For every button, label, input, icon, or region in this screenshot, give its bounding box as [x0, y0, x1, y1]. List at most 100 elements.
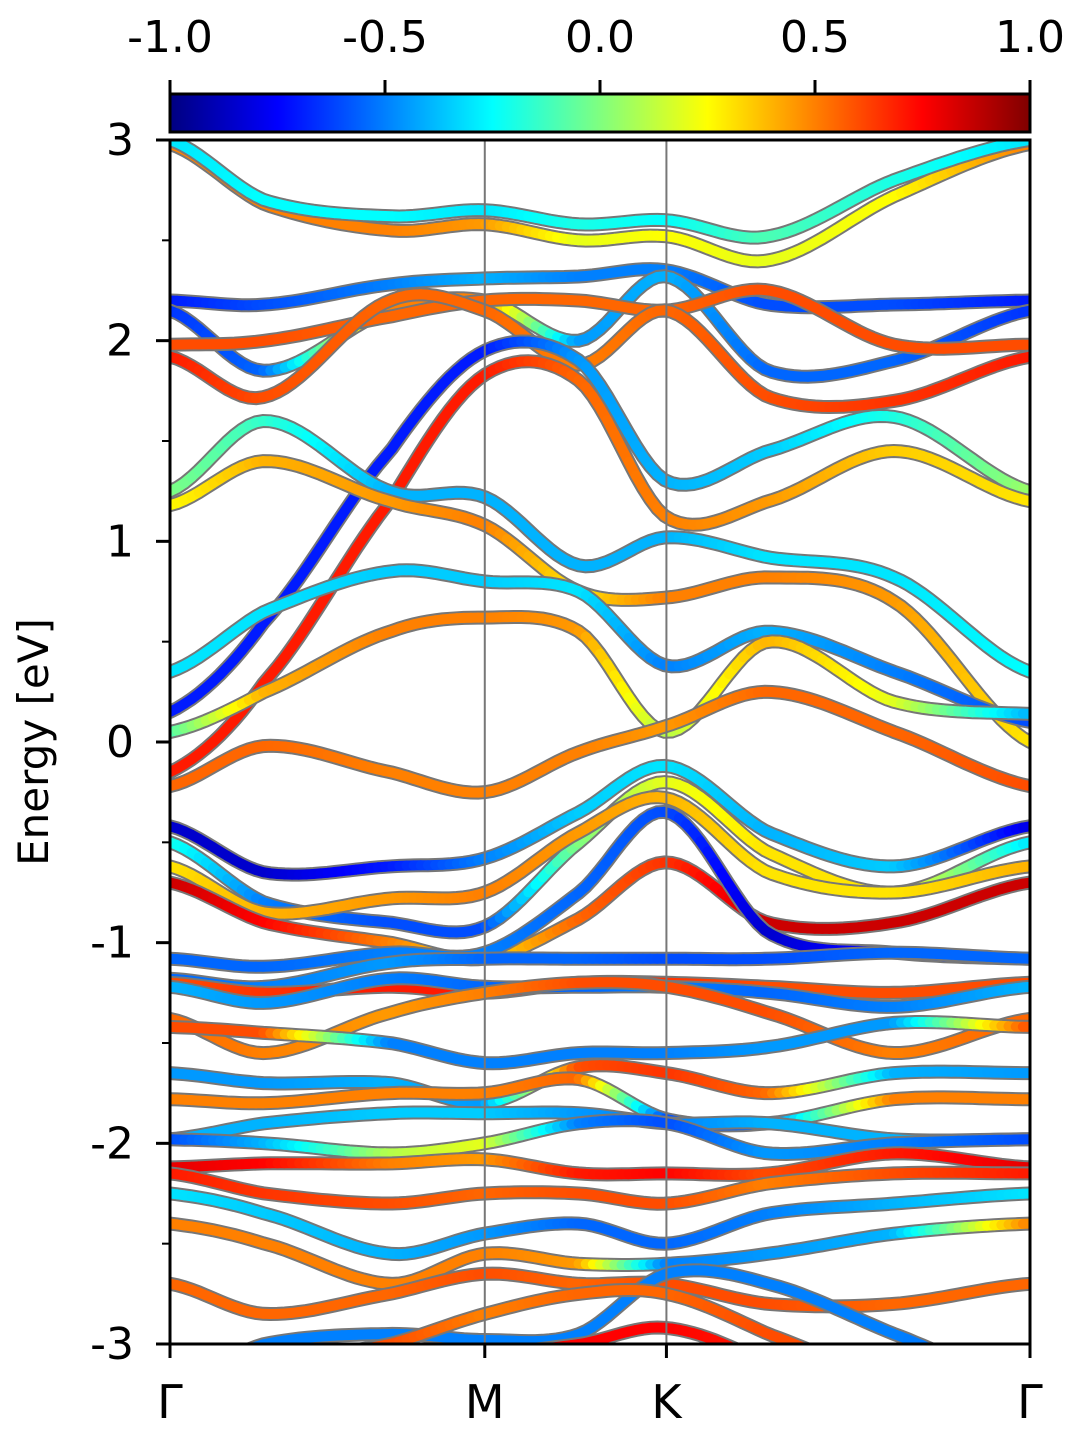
- band-33-segment: [880, 1379, 887, 1382]
- band-34-segment: [392, 1353, 399, 1354]
- band-34-segment: [521, 1350, 528, 1351]
- band-33-segment: [206, 1376, 213, 1378]
- band-34-segment: [385, 1354, 392, 1355]
- band-32-segment: [192, 1374, 199, 1377]
- colorbar: -1.0 -0.5 0.0 0.5 1.0: [127, 12, 1065, 134]
- band-33-segment: [235, 1369, 242, 1371]
- colorbar-tick-label: -0.5: [342, 12, 428, 63]
- band-32-segment: [944, 1355, 951, 1358]
- band-34-segment: [192, 1415, 199, 1418]
- band-34-segment: [299, 1372, 306, 1374]
- band-34-segment: [249, 1388, 256, 1391]
- band-33-segment: [328, 1354, 335, 1355]
- band-34-segment: [328, 1365, 335, 1367]
- band-31: [170, 1266, 1030, 1322]
- band-34-segment: [858, 1408, 865, 1412]
- band-33-segment: [285, 1360, 292, 1361]
- band-34-segment: [306, 1370, 313, 1372]
- x-tick-label: Γ: [1017, 1375, 1043, 1429]
- band-34-segment: [371, 1356, 378, 1357]
- band-8: [170, 413, 1030, 679]
- x-tick-label: Γ: [157, 1375, 183, 1429]
- band-33-segment: [227, 1371, 234, 1373]
- band-33-segment: [858, 1370, 865, 1373]
- band-34-segment: [399, 1352, 406, 1353]
- band-34-segment: [364, 1357, 371, 1358]
- band-34-segment: [528, 1350, 535, 1351]
- band-33-segment: [220, 1373, 227, 1375]
- band-34-segment: [822, 1389, 829, 1393]
- band-34-segment: [514, 1351, 521, 1352]
- band-34-segment: [872, 1415, 879, 1418]
- colorbar-tick-label: -1.0: [127, 12, 213, 63]
- band-34-segment: [901, 1427, 908, 1430]
- y-tick-label: -1: [90, 918, 134, 969]
- band-11: [170, 610, 1030, 739]
- band-33-segment: [321, 1355, 328, 1356]
- band-15: [170, 790, 1030, 921]
- band-33-segment: [249, 1366, 256, 1368]
- band-33-segment: [973, 1411, 980, 1413]
- x-tick-label: M: [465, 1375, 505, 1429]
- band-33-segment: [335, 1352, 342, 1353]
- band-34-segment: [915, 1432, 922, 1435]
- band-34-segment: [829, 1393, 836, 1397]
- band-33-segment: [256, 1364, 263, 1366]
- y-tick-label: 0: [106, 717, 134, 768]
- band-34-segment: [865, 1411, 872, 1414]
- colorbar-ticks: -1.0 -0.5 0.0 0.5 1.0: [127, 12, 1065, 94]
- band-34-segment: [887, 1421, 894, 1424]
- band-33-segment: [994, 1417, 1001, 1419]
- band-33-segment: [270, 1362, 277, 1363]
- band-34-segment: [507, 1352, 514, 1353]
- band-32-segment: [937, 1352, 944, 1355]
- band-34-segment: [442, 1353, 449, 1354]
- band-33-segment: [822, 1355, 829, 1358]
- band-2: [170, 262, 1030, 315]
- band-12: [170, 684, 1030, 800]
- band-33-segment: [937, 1399, 944, 1401]
- band-27: [170, 1146, 1030, 1182]
- colorbar-tick-label: 1.0: [995, 12, 1065, 63]
- band-33-segment: [901, 1387, 908, 1389]
- band-34-segment: [786, 1372, 793, 1375]
- band-33-segment: [306, 1357, 313, 1358]
- band-33-segment: [980, 1413, 987, 1415]
- band-34-segment: [779, 1369, 786, 1372]
- band-34-segment: [908, 1430, 915, 1433]
- band-34-segment: [235, 1394, 242, 1398]
- band-33-segment: [213, 1375, 220, 1377]
- band-34-segment: [270, 1380, 277, 1382]
- band-34-segment: [844, 1401, 851, 1405]
- band-32-segment: [199, 1371, 206, 1374]
- band-33-segment: [887, 1382, 894, 1385]
- band-32-segment: [966, 1364, 973, 1367]
- band-32-segment: [184, 1377, 191, 1380]
- band-34-segment: [313, 1368, 320, 1370]
- band-1: [170, 140, 1030, 245]
- band-34-segment: [342, 1361, 349, 1363]
- y-tick-label: 1: [106, 516, 134, 567]
- band-34-segment: [736, 1349, 743, 1352]
- band-34-segment: [815, 1386, 822, 1390]
- band-34-segment: [772, 1366, 779, 1369]
- band-32-segment: [958, 1361, 965, 1364]
- band-34-segment: [794, 1375, 801, 1378]
- band-6: [170, 334, 1030, 719]
- band-33-segment: [958, 1406, 965, 1408]
- band-33-segment: [1009, 1420, 1016, 1422]
- band-32-segment: [927, 1343, 933, 1344]
- band-32-segment: [206, 1367, 213, 1371]
- colorbar-tick-label: 0.0: [565, 12, 635, 63]
- band-33-segment: [815, 1352, 822, 1355]
- band-29: [170, 1186, 1030, 1262]
- band-33-segment: [342, 1351, 349, 1352]
- band-22: [170, 1015, 1030, 1071]
- band-34-segment: [227, 1398, 234, 1402]
- band-lines: [170, 140, 1030, 1435]
- band-33-segment: [908, 1389, 915, 1392]
- band-32-segment: [951, 1358, 958, 1361]
- band-33-segment: [894, 1384, 901, 1386]
- colorbar-tick-label: 0.5: [780, 12, 850, 63]
